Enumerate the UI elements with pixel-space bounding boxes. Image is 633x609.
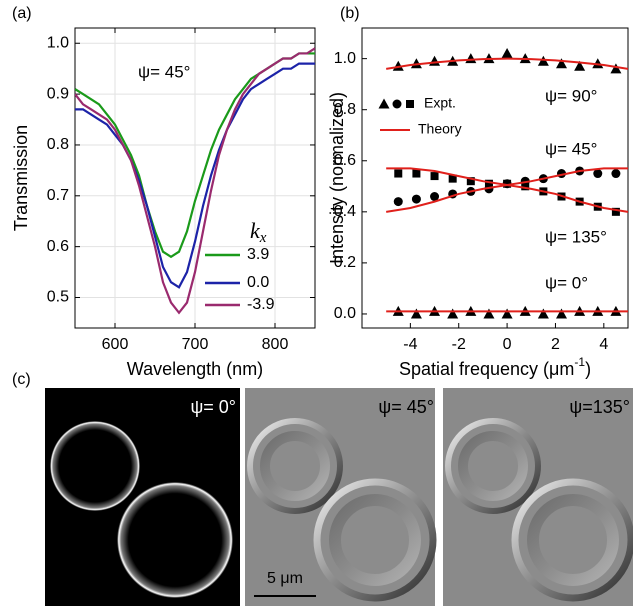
- legend-label: 3.9: [247, 246, 269, 263]
- marker-square: [430, 172, 439, 181]
- plot-frame: [74, 27, 316, 329]
- marker-square: [448, 174, 457, 183]
- marker-square: [503, 179, 512, 188]
- series-line: [75, 47, 315, 315]
- x-axis-label-sup: -1: [574, 355, 585, 369]
- marker-triangle: [537, 308, 549, 319]
- marker-triangle: [610, 63, 622, 74]
- x-axis-label: Spatial frequency (μm-1): [399, 355, 591, 379]
- y-tick-label: 0.6: [47, 238, 69, 255]
- y-axis-label: Transmission: [11, 125, 31, 231]
- legend-marker: [406, 100, 414, 108]
- marker-triangle: [592, 58, 604, 69]
- marker-triangle: [501, 308, 513, 319]
- y-tick-label: 0.4: [334, 203, 356, 220]
- y-tick-label: 0.2: [334, 254, 356, 271]
- x-tick-label: -4: [403, 336, 417, 353]
- y-tick-label: 0.8: [47, 136, 69, 153]
- image-panel-2: [443, 388, 633, 606]
- series-line: [386, 57, 628, 70]
- annotation: ψ= 45°: [138, 62, 190, 81]
- marker-circle: [393, 197, 403, 207]
- x-tick-label: 800: [262, 336, 289, 353]
- image-caption: ψ= 45°: [378, 397, 434, 417]
- y-tick-label: 0.7: [47, 187, 69, 204]
- y-tick-label: 0.9: [47, 85, 69, 102]
- x-axis-label-tail: ): [585, 359, 591, 379]
- marker-circle: [430, 192, 440, 202]
- marker-square: [521, 182, 530, 191]
- image-panel-0: [45, 388, 240, 606]
- x-axis-label: Wavelength (nm): [127, 359, 263, 379]
- legend-marker: [378, 98, 390, 109]
- legend-label: 0.0: [247, 274, 269, 291]
- annotation: ψ= 0°: [545, 273, 588, 292]
- image-caption: ψ= 0°: [190, 397, 236, 417]
- x-tick-label: 600: [102, 336, 129, 353]
- x-tick-label: 0: [503, 336, 512, 353]
- y-tick-label: 0.6: [334, 152, 356, 169]
- marker-triangle: [410, 308, 422, 319]
- marker-circle: [611, 169, 621, 179]
- legend-label: -3.9: [247, 296, 275, 313]
- marker-circle: [593, 169, 603, 179]
- legend-title: kx: [250, 218, 267, 246]
- marker-triangle: [410, 58, 422, 69]
- x-tick-label: -2: [452, 336, 466, 353]
- marker-circle: [411, 194, 421, 204]
- marker-triangle: [501, 48, 513, 59]
- annotation: ψ= 45°: [545, 139, 597, 158]
- legend-label: Expt.: [424, 95, 456, 111]
- panel-label: (c): [12, 371, 31, 388]
- marker-triangle: [574, 60, 586, 71]
- legend-title-main: k: [250, 218, 261, 243]
- panel-label: (a): [12, 5, 32, 22]
- marker-square: [412, 169, 421, 178]
- plot-frame: [361, 27, 629, 329]
- panel-label: (b): [340, 5, 360, 22]
- y-tick-label: 0.0: [334, 305, 356, 322]
- marker-triangle: [483, 308, 495, 319]
- scale-bar-label: 5 μm: [267, 570, 303, 587]
- marker-triangle: [556, 58, 567, 69]
- x-tick-label: 4: [599, 336, 608, 353]
- x-axis-label-text: Spatial frequency (μm: [399, 359, 574, 379]
- plot-area: [75, 47, 315, 315]
- marker-square: [484, 179, 493, 188]
- marker-square: [394, 169, 403, 178]
- y-tick-label: 0.5: [47, 289, 69, 306]
- marker-triangle: [447, 308, 459, 319]
- image-caption: ψ=135°: [569, 397, 630, 417]
- y-tick-label: 1.0: [334, 50, 356, 67]
- y-axis-label: Intensity (normalized): [327, 92, 347, 264]
- marker-triangle: [465, 53, 477, 64]
- marker-square: [611, 207, 620, 216]
- y-tick-label: 0.8: [334, 101, 356, 118]
- marker-square: [466, 177, 475, 186]
- series-line: [75, 62, 315, 289]
- x-tick-label: 700: [182, 336, 209, 353]
- plot-area: [386, 48, 628, 319]
- marker-triangle: [429, 55, 441, 66]
- legend-title-sub: x: [259, 230, 267, 246]
- annotation: ψ= 135°: [545, 227, 607, 246]
- legend-label: Theory: [418, 121, 462, 137]
- y-tick-label: 1.0: [47, 34, 69, 51]
- marker-triangle: [556, 308, 567, 319]
- series-line: [386, 167, 628, 213]
- x-tick-label: 2: [551, 336, 560, 353]
- annotation: ψ= 90°: [545, 86, 597, 105]
- legend-marker: [392, 99, 402, 109]
